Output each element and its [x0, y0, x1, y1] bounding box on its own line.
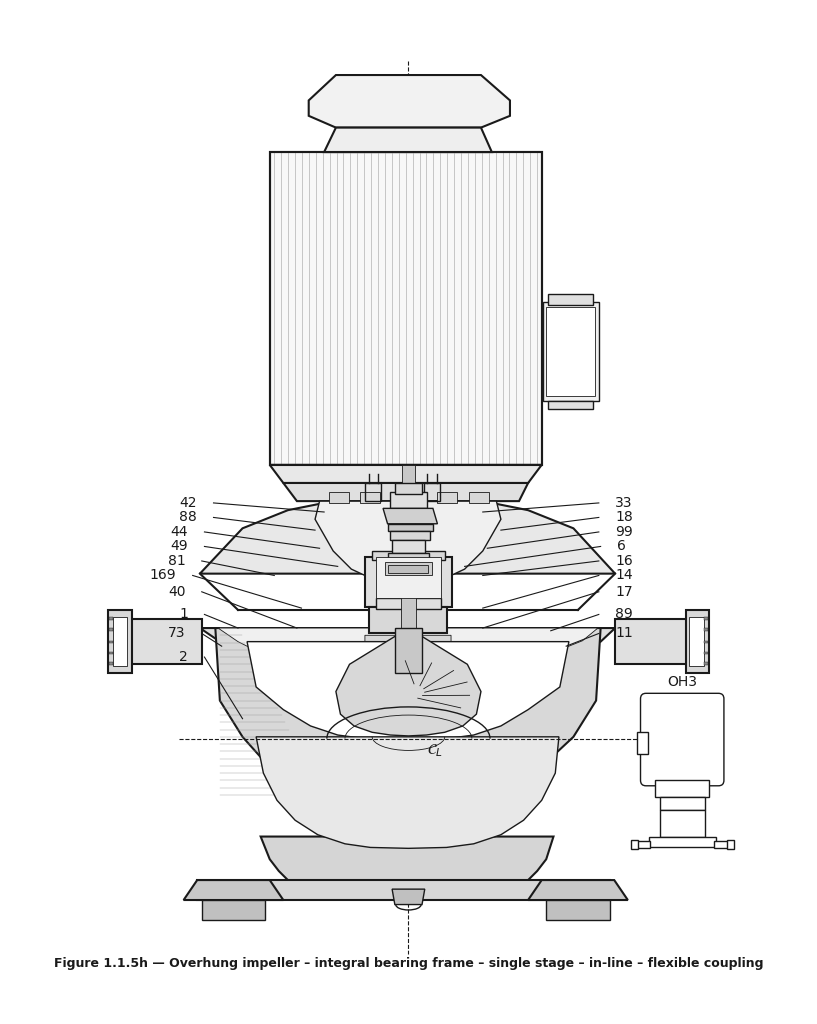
Polygon shape	[200, 501, 615, 573]
Polygon shape	[216, 628, 600, 803]
Bar	[634, 841, 650, 848]
Bar	[548, 401, 593, 409]
Bar	[270, 153, 542, 465]
Text: 2: 2	[180, 650, 188, 664]
Bar	[437, 493, 458, 503]
Bar	[685, 610, 709, 674]
Bar	[704, 617, 708, 620]
Polygon shape	[270, 465, 542, 483]
Bar	[631, 840, 638, 849]
Bar	[109, 663, 113, 666]
Text: 33: 33	[615, 496, 632, 510]
Bar	[109, 628, 113, 631]
Text: 44: 44	[171, 525, 188, 539]
Bar	[360, 493, 381, 503]
Bar	[202, 900, 266, 920]
Bar	[109, 610, 132, 674]
Bar	[395, 483, 422, 494]
Bar	[714, 841, 730, 848]
Text: 73: 73	[168, 627, 185, 640]
Bar	[373, 551, 444, 560]
Polygon shape	[383, 508, 437, 524]
Polygon shape	[528, 880, 627, 900]
Bar	[401, 551, 416, 732]
Bar	[649, 838, 716, 847]
Bar	[659, 810, 705, 838]
Text: 169: 169	[150, 568, 176, 583]
Bar	[704, 651, 708, 654]
Bar	[690, 617, 704, 667]
Bar	[391, 531, 431, 540]
Polygon shape	[200, 628, 615, 681]
Polygon shape	[315, 501, 501, 578]
Bar	[328, 493, 349, 503]
Polygon shape	[261, 837, 553, 896]
Text: 40: 40	[168, 585, 185, 599]
Bar	[365, 483, 382, 501]
Bar	[704, 628, 708, 631]
Polygon shape	[309, 75, 510, 128]
Bar	[615, 618, 688, 665]
Bar	[659, 797, 705, 810]
Text: 88: 88	[180, 510, 197, 524]
Polygon shape	[336, 633, 481, 736]
Bar	[369, 607, 448, 633]
Polygon shape	[218, 628, 598, 679]
Bar	[637, 732, 648, 754]
Bar	[704, 641, 708, 643]
Text: OH3: OH3	[667, 676, 697, 689]
Polygon shape	[283, 483, 528, 501]
Bar	[387, 553, 429, 560]
Bar	[655, 780, 709, 797]
Bar	[109, 651, 113, 654]
Bar	[389, 564, 428, 572]
Text: $\mathcal{C}_L$: $\mathcal{C}_L$	[426, 742, 443, 759]
Bar	[387, 524, 433, 531]
Text: 6: 6	[617, 540, 626, 553]
Text: 49: 49	[171, 540, 188, 553]
Text: 42: 42	[180, 496, 197, 510]
Text: 11: 11	[615, 627, 633, 640]
Text: 89: 89	[615, 607, 633, 622]
Polygon shape	[184, 880, 283, 900]
Polygon shape	[392, 889, 425, 904]
Bar	[542, 302, 599, 401]
Bar	[547, 900, 609, 920]
FancyBboxPatch shape	[641, 693, 724, 785]
Bar	[469, 493, 489, 503]
Text: 81: 81	[167, 554, 185, 568]
Text: 99: 99	[615, 525, 633, 539]
Polygon shape	[256, 737, 559, 848]
Text: 1: 1	[179, 607, 188, 622]
Bar	[547, 307, 596, 396]
Text: 17: 17	[615, 585, 632, 599]
Bar	[109, 617, 113, 620]
Text: 16: 16	[615, 554, 633, 568]
Bar	[726, 840, 734, 849]
Bar	[402, 465, 415, 573]
Text: Figure 1.1.5h — Overhung impeller – integral bearing frame – single stage – in-l: Figure 1.1.5h — Overhung impeller – inte…	[54, 957, 763, 970]
Bar	[548, 295, 593, 305]
Bar	[385, 562, 432, 575]
Bar	[395, 628, 422, 674]
Bar	[392, 540, 425, 553]
Bar	[376, 598, 441, 609]
Bar	[270, 153, 542, 465]
Bar	[129, 618, 202, 665]
Bar	[113, 617, 127, 667]
Bar	[376, 557, 441, 598]
Polygon shape	[247, 642, 569, 739]
Bar	[704, 663, 708, 666]
Bar	[109, 641, 113, 643]
Text: 14: 14	[615, 568, 632, 583]
Text: 18: 18	[615, 510, 633, 524]
Bar	[197, 880, 609, 900]
Polygon shape	[324, 128, 492, 153]
Bar	[424, 483, 440, 501]
Bar	[365, 557, 452, 607]
Bar	[391, 493, 426, 508]
